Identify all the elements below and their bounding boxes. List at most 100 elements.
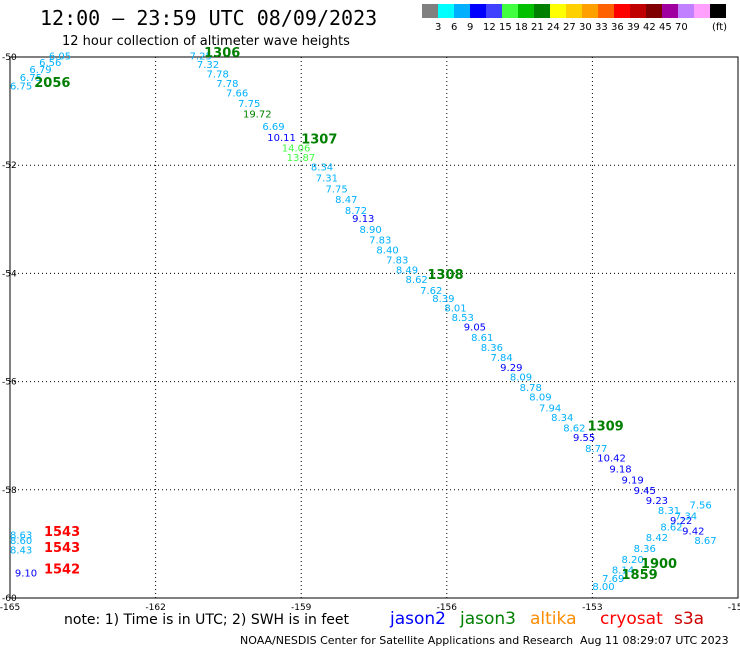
scale-tick-label: 3 [435, 22, 442, 33]
wave-height-label: 8.47 [335, 195, 357, 206]
wave-height-label: 8.34 [311, 163, 333, 174]
plot-frame [9, 56, 739, 599]
pass-time-label: 1900 [641, 557, 677, 572]
generated-timestamp: Aug 11 08:29:07 UTC 2023 [580, 634, 729, 647]
pass-time-label: 1308 [427, 268, 463, 283]
x-tick-label: -150 [728, 603, 740, 613]
wave-height-label: 8.61 [471, 333, 493, 344]
wave-height-label: 7.34 [675, 512, 697, 523]
wave-height-label: 14.06 [282, 144, 311, 155]
scale-swatch [710, 4, 726, 18]
pass-time-label: 1543 [44, 525, 80, 540]
wave-height-label: 9.29 [500, 363, 522, 374]
credit-text: NOAA/NESDIS Center for Satellite Applica… [240, 634, 574, 647]
wave-height-label: 10.42 [597, 454, 626, 465]
y-tick-label: -60 [2, 594, 17, 604]
scale-swatch [678, 4, 694, 18]
x-tick-label: -153 [582, 603, 602, 613]
scale-swatch [694, 4, 710, 18]
wave-height-label: 9.13 [352, 214, 374, 225]
wave-height-label: 8.49 [396, 265, 418, 276]
wave-height-label: 8.31 [658, 506, 680, 517]
x-tick-label: -165 [0, 603, 20, 613]
scale-swatch [582, 4, 598, 18]
wave-height-label: 9.22 [670, 516, 692, 527]
wave-height-label: 6.05 [49, 52, 71, 63]
x-tick-label: -159 [291, 603, 312, 613]
scale-tick-label: 33 [595, 22, 608, 33]
scale-swatch [550, 4, 566, 18]
wave-height-label: 8.43 [10, 546, 32, 557]
wave-height-label: 8.09 [510, 373, 532, 384]
wave-height-label: 7.75 [238, 99, 260, 110]
wave-height-label: 8.42 [646, 533, 668, 544]
wave-height-label: 9.23 [646, 496, 668, 507]
y-tick-label: -58 [2, 486, 17, 496]
wave-height-label: 8.77 [585, 444, 607, 455]
wave-height-label: 6.79 [29, 65, 51, 76]
wave-height-label: 9.55 [573, 433, 595, 444]
wave-height-label: 8.62 [563, 423, 585, 434]
scale-tick-label: 27 [563, 22, 576, 33]
wave-height-label: 6.75 [20, 73, 42, 84]
wave-height-label: 8.36 [634, 544, 656, 555]
scale-swatch [438, 4, 454, 18]
scale-swatch [422, 4, 438, 18]
wave-height-label: 8.90 [359, 225, 381, 236]
scale-swatch [662, 4, 678, 18]
scale-tick-label: 36 [611, 22, 624, 33]
wave-height-label: 8.63 [10, 530, 32, 541]
legend-altika: altika [530, 609, 577, 629]
wave-height-label: 7.78 [216, 79, 238, 90]
wave-height-label: 7.69 [602, 574, 624, 585]
legend-s3a: s3a [674, 609, 705, 629]
scale-tick-label: 21 [531, 22, 544, 33]
wave-height-label: 8.36 [481, 343, 503, 354]
wave-height-label: 10.11 [267, 133, 296, 144]
scale-swatch [646, 4, 662, 18]
scale-swatch [598, 4, 614, 18]
scale-unit: (ft) [712, 22, 728, 33]
wave-height-label: 7.78 [207, 70, 229, 81]
wave-height-label: 19.72 [243, 110, 272, 121]
scale-swatch [566, 4, 582, 18]
pass-time-label: 1306 [204, 46, 240, 61]
wave-height-label: 8.34 [551, 413, 573, 424]
scale-tick-label: 12 [483, 22, 496, 33]
wave-height-label: 8.62 [406, 275, 428, 286]
scale-swatch [518, 4, 534, 18]
wave-height-label: 7.32 [197, 60, 219, 71]
wave-height-label: 9.18 [609, 464, 631, 475]
wave-height-label: 7.94 [539, 403, 561, 414]
scale-tick-label: 42 [643, 22, 656, 33]
wave-height-label: 7.84 [490, 353, 512, 364]
wave-height-label: 6.56 [39, 58, 61, 69]
wave-height-label: 7.62 [420, 286, 442, 297]
wave-height-label: 7.83 [386, 256, 408, 267]
wave-height-label: 6.69 [262, 122, 284, 133]
wave-height-label: 8.09 [529, 393, 551, 404]
pass-time-label: 1309 [588, 419, 624, 434]
wave-height-label: 8.14 [612, 566, 634, 577]
scale-tick-label: 24 [547, 22, 560, 33]
scale-tick-label: 70 [675, 22, 688, 33]
scale-swatch [486, 4, 502, 18]
wave-height-label: 8.60 [10, 536, 32, 547]
scale-swatch [502, 4, 518, 18]
legend-jason2: jason2 [390, 609, 446, 629]
y-tick-label: -50 [2, 53, 17, 63]
wave-height-label: 8.53 [452, 313, 474, 324]
footer-note: note: 1) Time is in UTC; 2) SWH is in fe… [64, 612, 350, 628]
scale-swatch [630, 4, 646, 18]
wave-height-label: 9.10 [15, 568, 37, 579]
wave-height-label: 8.00 [592, 582, 614, 593]
page-subtitle: 12 hour collection of altimeter wave hei… [62, 34, 350, 49]
wave-height-label: 6.75 [10, 81, 32, 92]
scale-tick-label: 6 [451, 22, 458, 33]
y-tick-label: -52 [2, 161, 17, 171]
y-tick-label: -56 [2, 378, 17, 388]
scale-swatch [454, 4, 470, 18]
wave-height-label: 8.20 [622, 555, 644, 566]
wave-height-label: 9.42 [682, 527, 704, 538]
